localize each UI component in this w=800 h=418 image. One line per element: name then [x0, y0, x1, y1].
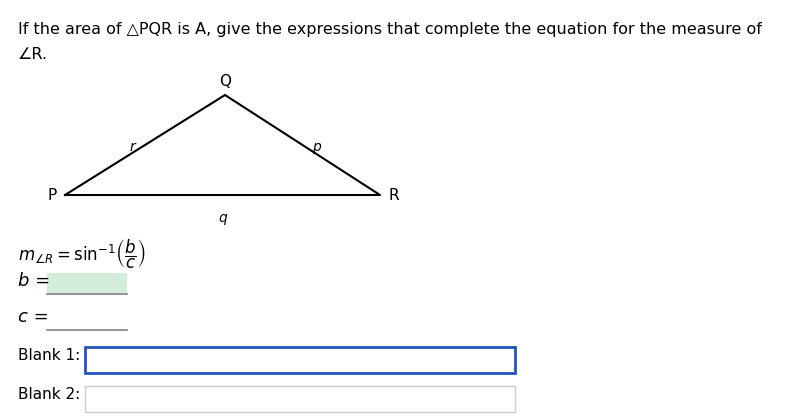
- Text: Blank 1:: Blank 1:: [18, 348, 80, 363]
- Text: p: p: [313, 140, 322, 154]
- Text: ∠R.: ∠R.: [18, 47, 48, 62]
- FancyBboxPatch shape: [47, 273, 127, 293]
- Text: If the area of △PQR is A, give the expressions that complete the equation for th: If the area of △PQR is A, give the expre…: [18, 22, 762, 37]
- Text: $m_{\angle R}$$ = \sin^{-1}\!\left(\dfrac{b}{c}\right)$: $m_{\angle R}$$ = \sin^{-1}\!\left(\dfra…: [18, 238, 146, 271]
- FancyBboxPatch shape: [85, 386, 515, 412]
- Text: R: R: [388, 188, 398, 202]
- Text: q: q: [218, 211, 227, 225]
- Text: r: r: [130, 140, 135, 154]
- Text: c =: c =: [18, 308, 49, 326]
- Text: P: P: [48, 188, 57, 202]
- Text: Q: Q: [219, 74, 231, 89]
- Text: b =: b =: [18, 272, 50, 290]
- FancyBboxPatch shape: [85, 347, 515, 373]
- Text: Blank 2:: Blank 2:: [18, 387, 80, 402]
